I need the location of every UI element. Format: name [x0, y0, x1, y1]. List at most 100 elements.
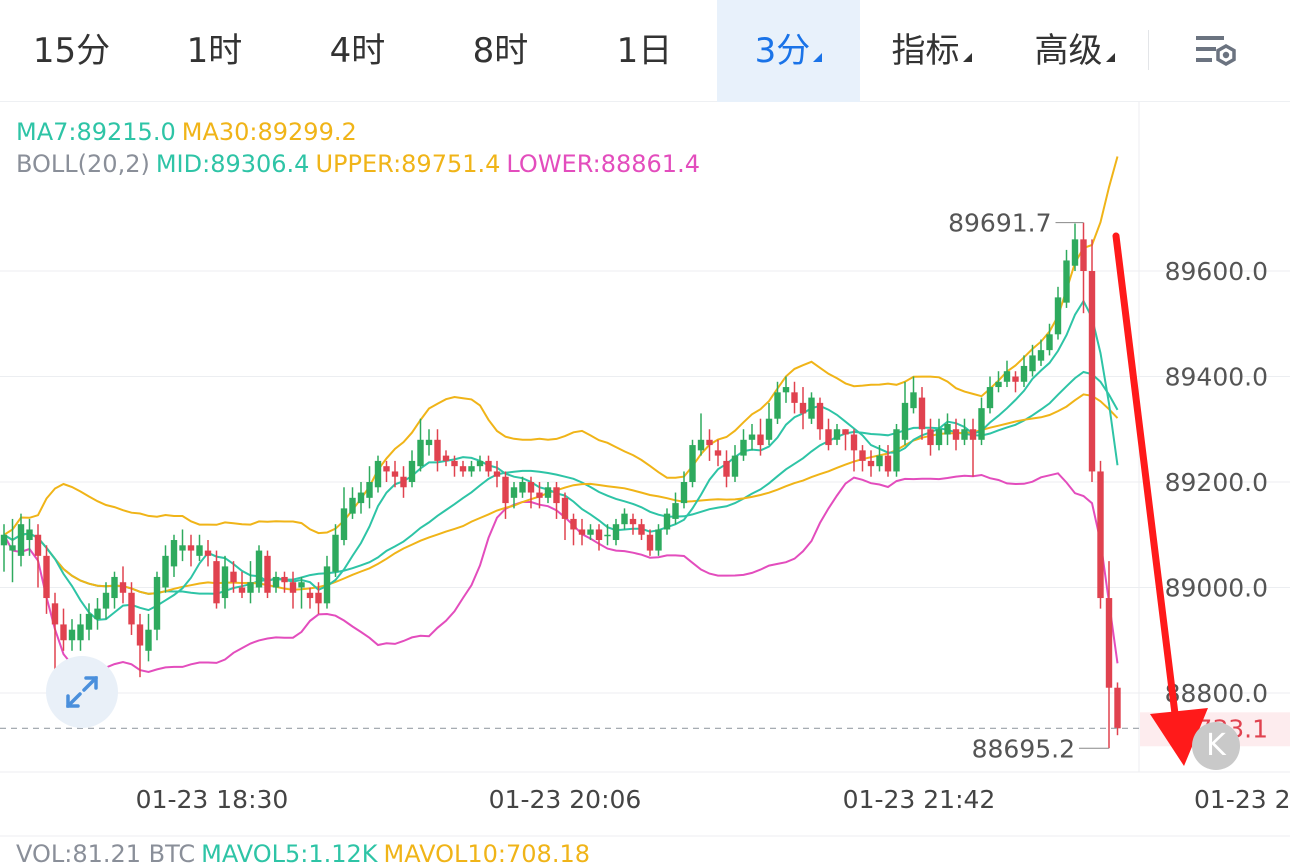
candle-body	[570, 518, 577, 530]
candle-body	[153, 576, 161, 630]
tab-7[interactable]: 高级	[1003, 0, 1146, 102]
candle-body	[519, 482, 526, 493]
candle-body	[179, 545, 186, 551]
candle-body	[978, 408, 985, 440]
candle-body	[383, 466, 390, 472]
tab-label: 1日	[616, 31, 673, 71]
tab-5[interactable]: 3分	[717, 0, 860, 102]
candle-body	[128, 592, 135, 625]
candle-body	[170, 540, 178, 567]
candle-body	[281, 576, 288, 583]
candle-body	[468, 466, 475, 472]
candle-body	[672, 503, 679, 519]
candle-body	[43, 555, 50, 599]
candle-body	[859, 450, 866, 461]
candle-body	[638, 524, 645, 535]
candle-body	[51, 603, 59, 625]
candle-body	[77, 624, 84, 641]
y-tick-label: 89600.0	[1165, 257, 1268, 286]
candle-body	[774, 392, 781, 419]
candle-body	[1114, 687, 1121, 729]
candle-body	[289, 582, 297, 593]
candle-body	[425, 439, 433, 446]
candle-body	[969, 429, 977, 440]
mavol10-value: MAVOL10:708.18	[383, 840, 590, 868]
candle-body	[587, 529, 594, 535]
candle-body	[510, 487, 518, 498]
tab-3[interactable]: 8时	[429, 0, 572, 102]
candle-body	[94, 608, 101, 620]
tab-4[interactable]: 1日	[572, 0, 717, 102]
candle-body	[68, 629, 76, 641]
candle-body	[1012, 376, 1019, 382]
low-price-label: 88695.2	[972, 734, 1075, 763]
y-tick-label: 89400.0	[1165, 363, 1268, 392]
candle-body	[646, 534, 654, 551]
candle-body	[255, 550, 263, 588]
candle-body	[816, 402, 824, 430]
candle-body	[264, 555, 271, 593]
mavol5-value: MAVOL5:1.12K	[201, 840, 378, 868]
candle-body	[723, 460, 730, 477]
candle-body	[60, 624, 67, 641]
candle-body	[340, 508, 348, 541]
candle-body	[663, 513, 671, 530]
candle-body	[876, 455, 883, 467]
tab-1[interactable]: 1时	[143, 0, 286, 102]
scroll-to-latest-icon[interactable]: K	[1192, 722, 1240, 770]
boll-lower-line	[3, 472, 1119, 674]
tab-6[interactable]: 指标	[860, 0, 1003, 102]
candle-body	[323, 566, 331, 604]
candle-body	[910, 392, 917, 409]
candle-body	[578, 529, 586, 535]
chart-settings-icon[interactable]	[1190, 30, 1242, 74]
price-chart[interactable]: 89691.788695.288733.189600.089400.089200…	[0, 102, 1290, 840]
boll-upper-value: UPPER:89751.4	[315, 150, 501, 178]
candle-body	[799, 402, 807, 414]
candle-body	[1020, 365, 1028, 382]
y-tick-label: 89000.0	[1165, 574, 1268, 603]
candle-body	[145, 629, 152, 651]
tab-label: 1时	[186, 31, 243, 71]
x-tick-label: 01-23 2	[1194, 785, 1290, 814]
expand-arrows-icon[interactable]	[46, 656, 118, 728]
dropdown-triangle-icon	[962, 53, 972, 62]
tab-label: 高级	[1034, 31, 1103, 71]
candle-body	[544, 487, 552, 498]
candle-body	[765, 418, 773, 440]
candle-body	[536, 492, 543, 498]
candle-body	[1037, 350, 1045, 361]
candle-body	[442, 455, 450, 461]
candle-body	[621, 513, 628, 525]
boll-mid-value: MID:89306.4	[155, 150, 310, 178]
candle-body	[0, 534, 8, 546]
candle-body	[986, 387, 994, 409]
tab-2[interactable]: 4时	[286, 0, 429, 102]
timeframe-tab-bar: 15分 1时 4时 8时 1日 3分 指标 高级	[0, 0, 1290, 102]
ma7-line	[3, 299, 1119, 621]
candle-body	[1063, 260, 1070, 303]
candle-body	[247, 582, 254, 593]
candle-body	[680, 482, 688, 504]
candle-body	[476, 460, 484, 467]
boll-upper-line	[3, 156, 1119, 536]
candle-body	[791, 392, 798, 403]
candle-body	[102, 592, 110, 609]
candle-body	[604, 534, 611, 537]
candle-body	[842, 429, 849, 435]
tab-bar-divider	[1148, 30, 1149, 70]
candle-body	[1029, 355, 1036, 372]
candle-body	[808, 397, 815, 419]
candle-body	[893, 429, 900, 472]
candle-body	[111, 576, 118, 599]
candle-body	[187, 545, 195, 551]
candle-body	[349, 497, 356, 514]
candle-body	[884, 455, 892, 472]
tab-0[interactable]: 15分	[0, 0, 143, 102]
candle-body	[553, 487, 560, 504]
candle-body	[782, 387, 790, 393]
candle-body	[918, 397, 926, 430]
candle-body	[1003, 371, 1011, 382]
candle-body	[944, 423, 951, 435]
candle-body	[748, 434, 756, 440]
